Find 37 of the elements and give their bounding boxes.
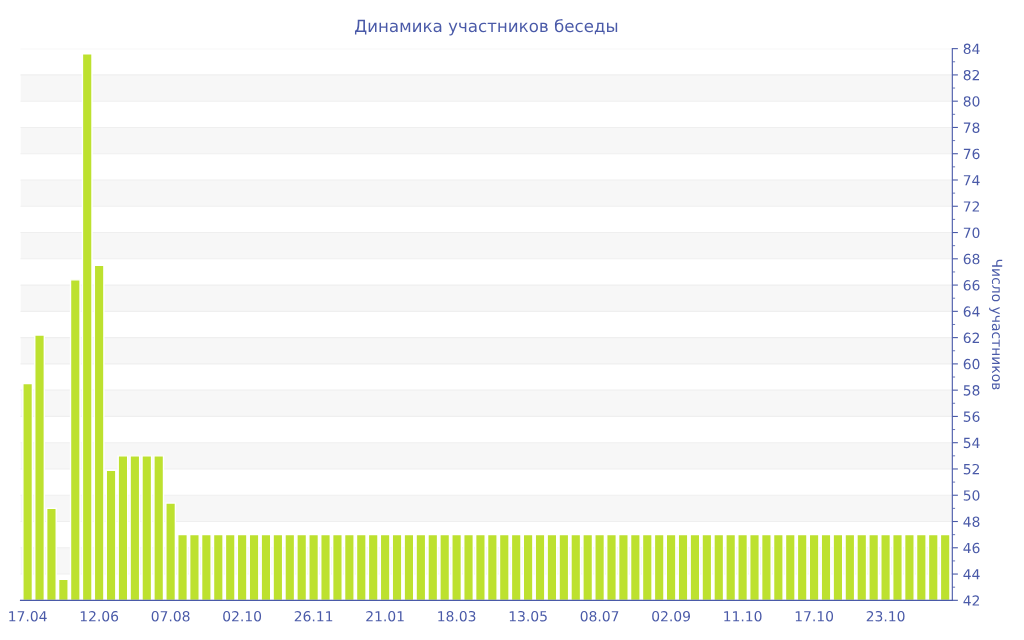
- y-tick-label: 58: [963, 385, 980, 396]
- y-tick-label: 48: [963, 516, 980, 527]
- x-tick-label: 13.05: [509, 610, 547, 622]
- y-tick-label: 80: [963, 96, 980, 107]
- x-tick-label: 11.10: [724, 610, 762, 622]
- chart-title: Динамика участников беседы: [354, 19, 618, 36]
- x-tick-label: 26.11: [294, 610, 333, 622]
- y-tick-label: 50: [963, 490, 980, 501]
- y-tick-label: 84: [963, 43, 980, 55]
- y-axis-title: Число участников: [989, 259, 1003, 390]
- y-tick-label: 44: [963, 569, 980, 580]
- y-tick-label: 74: [963, 175, 980, 186]
- y-tick-label: 52: [963, 463, 980, 475]
- y-tick-label: 66: [963, 280, 980, 291]
- x-tick-label: 23.10: [866, 610, 905, 622]
- y-tick-label: 46: [963, 542, 980, 554]
- y-tick-label: 62: [963, 332, 980, 344]
- y-tick-label: 60: [963, 358, 980, 370]
- x-tick-label: 12.06: [80, 610, 119, 622]
- x-tick-label: 17.10: [795, 610, 834, 622]
- y-tick-label: 42: [963, 595, 980, 606]
- x-tick-label: 08.07: [580, 610, 619, 622]
- y-tick-label: 72: [963, 201, 980, 212]
- y-tick-label: 64: [963, 306, 980, 317]
- y-tick-label: 68: [963, 253, 980, 265]
- y-tick-label: 56: [963, 411, 980, 422]
- y-tick-label: 70: [963, 227, 980, 239]
- x-tick-label: 02.09: [652, 610, 690, 622]
- x-tick-label: 02.10: [223, 610, 262, 622]
- y-tick-label: 78: [963, 122, 980, 133]
- x-tick-label: 18.03: [438, 610, 476, 622]
- x-tick-label: 07.08: [151, 610, 190, 622]
- y-tick-label: 54: [963, 437, 980, 449]
- x-tick-label: 21.01: [366, 610, 404, 622]
- y-tick-label: 76: [963, 148, 980, 160]
- y-tick-label: 82: [963, 69, 980, 81]
- x-tick-label: 17.04: [9, 610, 47, 622]
